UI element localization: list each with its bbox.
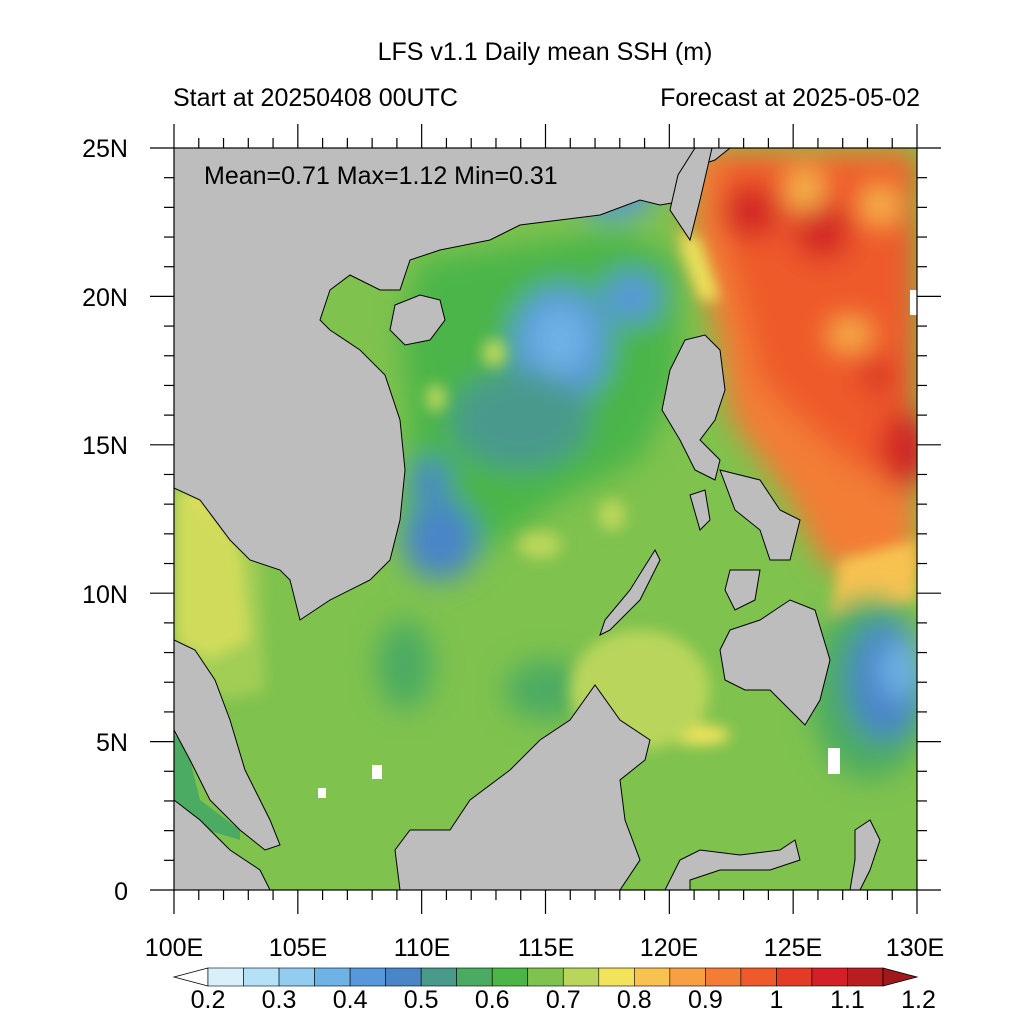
visayas [719, 469, 801, 561]
colorbar-tick-label: 0.9 [688, 986, 723, 1014]
colorbar-swatch [811, 967, 848, 987]
palawan [599, 548, 661, 636]
indochina [174, 148, 731, 621]
lat-tick-label: 10N [82, 581, 128, 609]
sulawesi [664, 839, 801, 890]
colorbar-over-triangle [882, 967, 919, 987]
colorbar-swatch [491, 967, 529, 987]
map-title: LFS v1.1 Daily mean SSH (m) [377, 38, 713, 66]
lat-tick-label: 15N [82, 432, 128, 460]
negros [724, 569, 761, 611]
luzon [661, 334, 726, 481]
hainan [389, 294, 446, 346]
mindoro [689, 489, 711, 531]
malay-peninsula [174, 639, 281, 851]
colorbar [172, 967, 919, 987]
lat-tick-label: 0 [114, 878, 128, 906]
lon-tick-label: 100E [145, 934, 203, 962]
colorbar-swatch [562, 967, 600, 987]
colorbar-tick-label: 0.8 [617, 986, 652, 1014]
colorbar-swatch [385, 967, 422, 987]
warm-pool [690, 148, 917, 580]
start-time-label: Start at 20250408 00UTC [173, 84, 458, 112]
colorbar-swatch [349, 967, 386, 987]
colorbar-swatch [278, 967, 315, 987]
lon-tick-label: 125E [764, 934, 822, 962]
ssh-field [174, 148, 917, 890]
transition-band [680, 230, 917, 620]
colorbar-tick-label: 0.4 [333, 986, 368, 1014]
colorbar-tick-label: 0.3 [262, 986, 297, 1014]
colorbar-under-triangle [172, 967, 209, 987]
lon-tick-label: 110E [394, 934, 451, 962]
borneo [394, 684, 651, 890]
colorbar-swatch [420, 967, 457, 987]
lon-tick-label: 120E [640, 934, 698, 962]
colorbar-tick-label: 1 [769, 986, 783, 1014]
colorbar-swatch [314, 967, 351, 987]
lat-labels: 25N 20N 15N 10N 5N 0 [82, 135, 128, 906]
colorbar-swatch [847, 967, 884, 987]
lon-tick-label: 130E [886, 934, 944, 962]
colorbar-swatch [634, 967, 671, 987]
colorbar-swatch [243, 967, 280, 987]
sumatra [174, 799, 271, 890]
colorbar-swatch [776, 967, 813, 987]
land [174, 148, 881, 890]
forecast-date-label: Forecast at 2025-05-02 [660, 84, 920, 112]
celebes-eddy [810, 600, 917, 780]
lon-tick-label: 115E [518, 934, 575, 962]
colorbar-labels: 0.2 0.3 0.4 0.5 0.6 0.7 0.8 0.9 1 1.1 1.2 [191, 986, 936, 1014]
colorbar-tick-label: 0.5 [404, 986, 439, 1014]
colorbar-swatch [207, 967, 244, 987]
halmahera [849, 819, 881, 890]
lat-tick-label: 25N [82, 135, 128, 163]
axis-ticks [150, 124, 941, 914]
colorbar-swatch [669, 967, 706, 987]
masked-cells [318, 290, 917, 798]
colorbar-swatch [527, 967, 564, 987]
colorbar-tick-label: 1.2 [901, 986, 936, 1014]
lat-tick-label: 20N [82, 284, 128, 312]
colorbar-swatch [705, 967, 742, 987]
lat-tick-label: 5N [96, 729, 128, 757]
colorbar-tick-label: 0.2 [191, 986, 226, 1014]
colorbar-tick-label: 1.1 [830, 986, 865, 1014]
colorbar-swatch [740, 967, 777, 987]
colorbar-tick-label: 0.7 [546, 986, 581, 1014]
taiwan [669, 148, 713, 242]
colorbar-swatch [598, 967, 635, 987]
stats-annotation: Mean=0.71 Max=1.12 Min=0.31 [204, 162, 558, 190]
lon-labels: 100E 105E 110E 115E 120E 125E 130E [145, 934, 944, 962]
colorbar-swatch [456, 967, 493, 987]
lon-tick-label: 105E [269, 934, 327, 962]
mindanao [719, 599, 831, 726]
colorbar-tick-label: 0.6 [475, 986, 510, 1014]
